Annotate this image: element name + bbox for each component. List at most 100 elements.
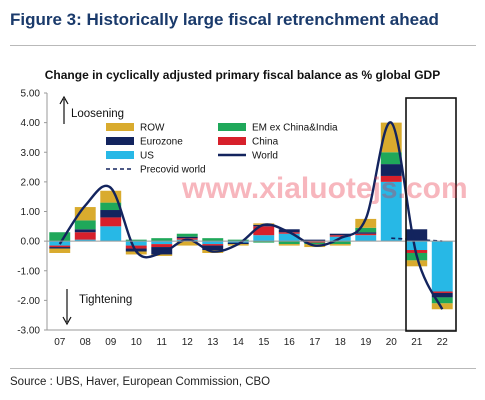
x-tick-label: 12 [182,337,194,348]
bar-segment-china [431,291,453,293]
bar-segment-china [253,226,275,236]
figure-title: Figure 3: Historically large fiscal retr… [10,10,439,29]
bar-segment-row [151,254,173,256]
bar-segment-eurozone [406,229,428,242]
y-tick-label: 4.00 [21,118,41,129]
bar-segment-us [151,241,173,245]
y-tick-label: 0.00 [21,237,41,248]
bar-segment-eurozone [304,239,326,242]
x-tick-label: 10 [131,337,143,348]
x-tick-label: 07 [54,337,66,348]
y-tick-label: -3.00 [17,326,40,337]
bar-segment-em-ex-china-india [253,241,275,243]
bar-segment-us [125,241,147,246]
legend-label-world: World [252,151,278,162]
bar-segment-row [100,190,122,203]
bar-segment-eurozone [431,292,453,298]
bar-segment-china [100,217,122,227]
x-tick-label: 22 [437,337,449,348]
tightening-arrowhead [62,316,72,326]
y-tick-label: -1.00 [17,266,40,277]
bar-segment-us [431,241,453,292]
legend-swatch-row [106,123,134,131]
legend-label-em-ex-china-india: EM ex China&India [252,123,338,134]
chart-axes: 5.00 4.00 3.00 2.00 1.00 0.00 -1.00 -2.00 -3.00 0… [17,89,457,348]
y-tick-label: -2.00 [17,296,40,307]
legend-swatch-us [106,151,134,159]
legend-swatch-china [218,137,246,145]
legend-label-us: US [140,151,154,162]
bar-segment-china [49,245,71,248]
bar-segment-em-ex-china-india [125,239,147,242]
bar-segment-em-ex-china-india [380,152,402,165]
x-tick-label: 18 [335,337,347,348]
bar-segment-eurozone [278,229,300,233]
bar-segment-eurozone [49,247,71,249]
bar-segment-eurozone [151,247,173,255]
bar-segment-eurozone [176,236,198,239]
source-divider [10,368,476,369]
x-tick-label: 16 [284,337,296,348]
legend-swatch-eurozone [106,137,134,145]
world-line [58,121,444,310]
title-divider [10,45,476,46]
bar-segment-eurozone [380,164,402,176]
bar-segment-row [406,260,428,267]
bar-segment-us [355,235,377,242]
bar-segment-em-ex-china-india [202,238,224,242]
x-tick-label: 11 [157,337,168,348]
bar-segment-em-ex-china-india [49,232,71,242]
bar-segment-us [253,235,275,242]
x-tick-label: 15 [258,337,270,348]
bar-segment-us [100,226,122,242]
x-tick-label: 09 [105,337,117,348]
bar-segment-us [202,241,224,245]
legend-swatch-em-ex-china-india [218,123,246,131]
bar-segment-row [355,218,377,228]
bar-segment-eurozone [74,229,96,233]
y-tick-label: 5.00 [21,89,41,100]
bar-segment-us [406,241,428,251]
bar-segment-us [74,239,96,242]
bar-segment-china [329,235,351,237]
x-tick-label: 13 [207,337,219,348]
bar-segment-em-ex-china-india [74,220,96,230]
bar-segment-china [125,245,147,249]
x-tick-label: 21 [411,337,423,348]
loosening-arrowhead [59,95,69,105]
x-tick-label: 08 [80,337,92,348]
bar-segment-china [74,232,96,240]
x-tick-label: 17 [309,337,321,348]
bar-segment-em-ex-china-india [431,297,453,304]
bar-segment-us [278,233,300,242]
bar-segment-em-ex-china-india [176,233,198,237]
y-tick-label: 1.00 [21,207,41,218]
bar-segment-eurozone [202,245,224,251]
watermark: www.xialuotejs.com [181,172,468,205]
tightening-label: Tightening [79,294,132,306]
chart-title: Change in cyclically adjusted primary fi… [44,68,441,82]
bar-segment-row [431,303,453,310]
legend-label-china: China [252,137,279,148]
y-tick-label: 2.00 [21,177,41,188]
loosening-label: Loosening [71,108,124,120]
y-tick-label: 3.00 [21,148,41,159]
bar-segment-eurozone [100,210,122,218]
chart-legend: ROW EM ex China&India Eurozone China US World… [106,123,338,176]
bar-segment-em-ex-china-india [151,238,173,242]
bar-segment-china [151,244,173,248]
legend-label-row: ROW [140,123,165,134]
bar-segment-eurozone [355,232,377,234]
bar-segment-row [176,241,198,246]
legend-label-precovid-world: Precovid world [140,165,206,176]
bar-segment-china [304,241,326,243]
source-note: Source : UBS, Haver, European Commission… [10,376,271,388]
bar-segment-china [355,233,377,236]
x-tick-label: 20 [386,337,398,348]
bar-segment-row [329,244,351,246]
bar-segment-em-ex-china-india [355,227,377,233]
bar-segment-china [380,175,402,182]
chart-bars [49,122,453,310]
bar-segment-china [202,244,224,246]
